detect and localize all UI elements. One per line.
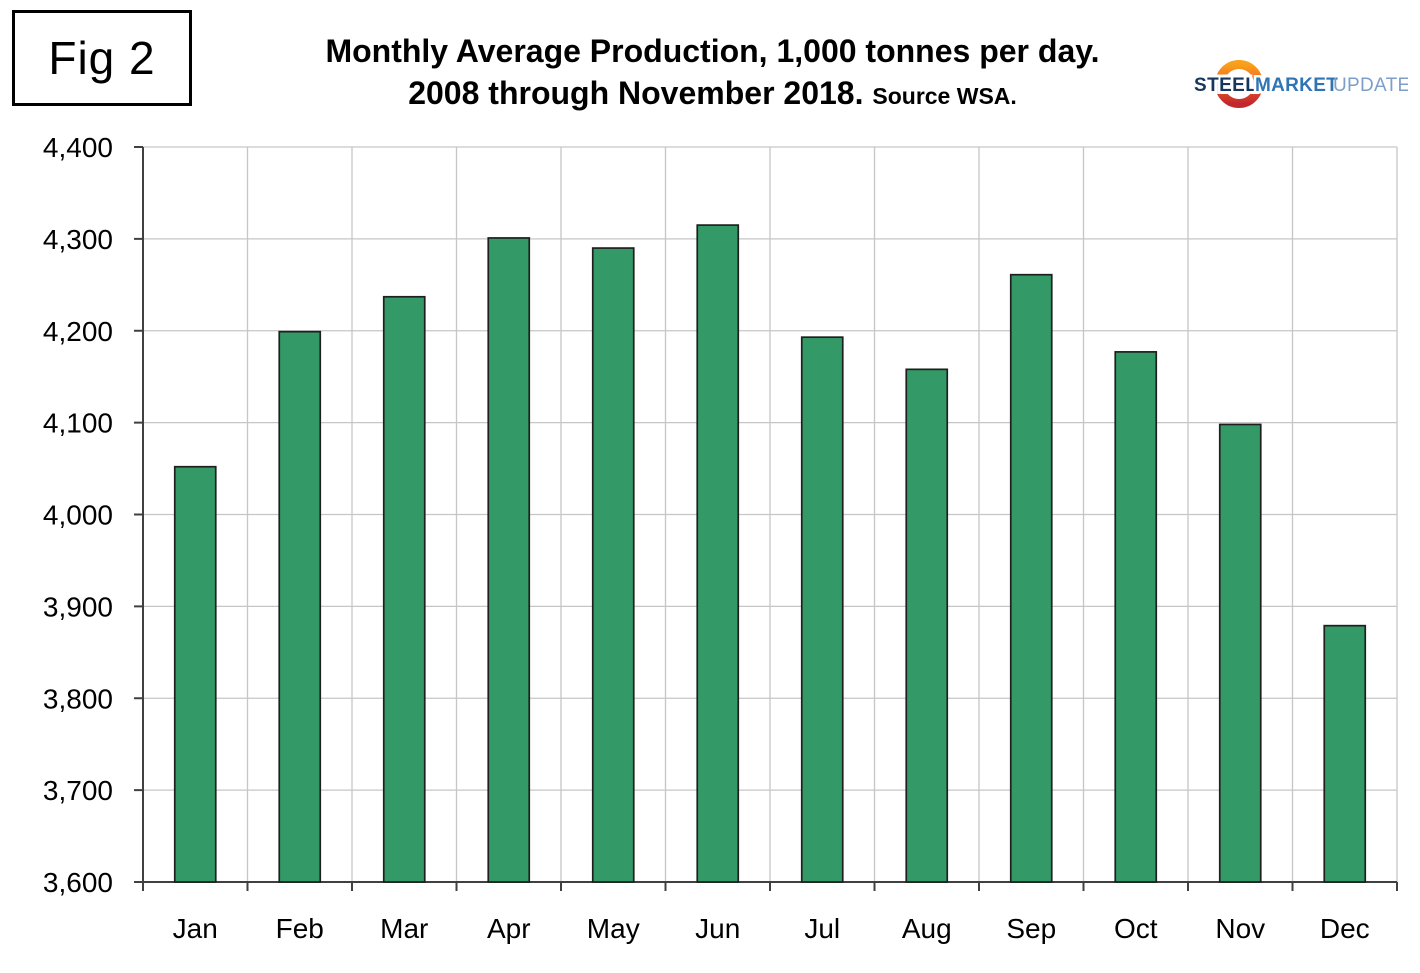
logo-swoosh-icon — [1215, 60, 1263, 108]
x-category-label: Jun — [695, 913, 740, 944]
chart-title-line2-text: 2008 through November 2018. — [408, 75, 864, 112]
chart-title: Monthly Average Production, 1,000 tonnes… — [190, 30, 1235, 114]
logo-word-market: MARKET — [1255, 75, 1338, 96]
x-category-label: Feb — [276, 913, 324, 944]
bar-aug — [905, 368, 949, 883]
x-category-label: Aug — [902, 913, 952, 944]
y-tick-label: 3,800 — [43, 683, 113, 714]
x-category-label: Apr — [487, 913, 531, 944]
bar-oct — [1114, 351, 1158, 883]
chart-title-line2: 2008 through November 2018. Source WSA. — [190, 72, 1235, 114]
y-tick-label: 4,100 — [43, 408, 113, 439]
bar-may — [591, 247, 635, 883]
x-category-label: Jan — [173, 913, 218, 944]
bar-mar — [382, 295, 426, 883]
bar-sep — [1009, 273, 1053, 883]
x-category-label: Oct — [1114, 913, 1158, 944]
logo-word-steel: STEEL — [1194, 75, 1257, 96]
y-tick-label: 3,700 — [43, 775, 113, 806]
x-category-label: Mar — [380, 913, 428, 944]
figure-number-label: Fig 2 — [48, 32, 156, 84]
x-category-label: Dec — [1320, 913, 1370, 944]
y-tick-label: 4,400 — [43, 132, 113, 163]
y-tick-label: 4,300 — [43, 224, 113, 255]
bar-dec — [1323, 624, 1367, 883]
bar-jun — [696, 224, 740, 883]
steel-market-update-logo: STEEL MARKET UPDATE — [1191, 60, 1408, 108]
x-category-label: Jul — [804, 913, 840, 944]
y-tick-label: 3,900 — [43, 591, 113, 622]
logo-word-update: UPDATE — [1333, 75, 1408, 96]
figure-number-box: Fig 2 — [12, 10, 192, 106]
bar-apr — [487, 237, 531, 883]
chart-title-line1: Monthly Average Production, 1,000 tonnes… — [325, 33, 1100, 69]
bar-feb — [278, 330, 322, 883]
bar-nov — [1218, 423, 1262, 883]
y-tick-label: 3,600 — [43, 867, 113, 898]
x-category-label: Nov — [1215, 913, 1265, 944]
y-tick-label: 4,000 — [43, 500, 113, 531]
source-note: Source WSA. — [872, 83, 1017, 110]
bar-jul — [800, 336, 844, 883]
x-category-label: May — [587, 913, 640, 944]
bar-jan — [173, 465, 217, 883]
y-tick-label: 4,200 — [43, 316, 113, 347]
x-category-label: Sep — [1006, 913, 1056, 944]
